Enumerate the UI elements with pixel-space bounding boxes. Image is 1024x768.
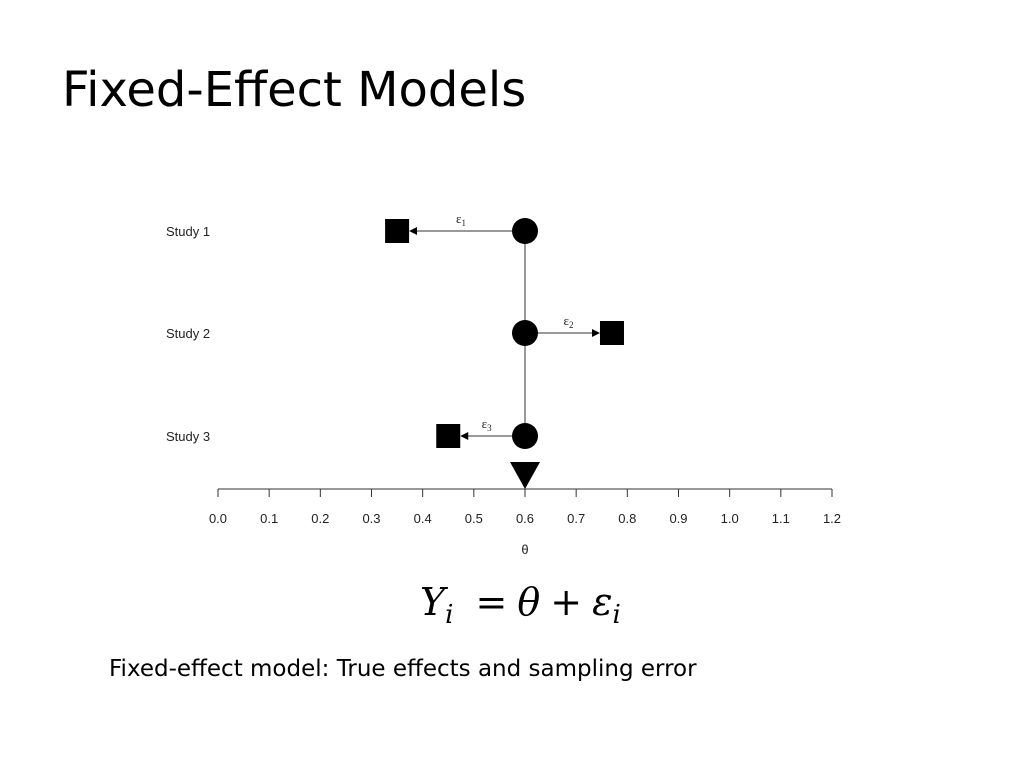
figure-caption: Fixed-effect model: True effects and sam… [109,656,697,682]
study-label: Study 1 [166,224,210,239]
x-tick-label: 0.6 [516,511,534,526]
equation-plus: + [550,580,583,624]
study-row: Study 1 ε1 [166,211,538,244]
equation-epsilon-subscript: i [612,600,621,630]
x-tick-label: 0.1 [260,511,278,526]
equation-equals: = [475,580,508,624]
study-label: Study 3 [166,429,210,444]
observed-effect-square [436,424,461,448]
x-tick-label: 0.8 [618,511,636,526]
x-tick-label: 0.5 [465,511,483,526]
equation-epsilon: ε [592,580,613,624]
model-equation: Yi = θ + εi [420,580,621,628]
x-tick-label: 0.3 [362,511,380,526]
x-tick-label: 1.1 [772,511,790,526]
observed-effect-square [599,321,624,345]
equation-y: Y [420,580,446,624]
sampling-error-label: ε2 [564,313,574,330]
observed-effect-square [385,219,410,243]
true-effect-triangle [510,462,540,489]
x-tick-label: 0.2 [311,511,329,526]
study-rows: Study 1 ε1 Study 2 ε2 Study 3 ε3 [166,211,624,449]
true-effect-circle [512,218,538,244]
sampling-error-label: ε1 [456,211,466,228]
slide-title: Fixed-Effect Models [62,62,527,118]
equation-theta: θ [517,580,541,624]
x-axis-label: θ [521,542,528,557]
true-effect-circle [512,320,538,346]
study-row: Study 3 ε3 [166,416,538,449]
x-tick-label: 1.2 [823,511,841,526]
sampling-error-label: ε3 [482,416,492,433]
x-tick-label: 0.0 [209,511,227,526]
x-tick-label: 1.0 [721,511,739,526]
x-tick-label: 0.4 [414,511,432,526]
study-row: Study 2 ε2 [166,313,624,346]
equation-y-subscript: i [445,600,454,630]
true-effect-circle [512,423,538,449]
x-tick-label: 0.9 [669,511,687,526]
x-tick-label: 0.7 [567,511,585,526]
x-axis: 0.0 0.1 0.2 0.3 0.4 0.5 0.6 0.7 0.8 0.9 1.0 1.1 1.2 θ [209,462,841,557]
study-label: Study 2 [166,326,210,341]
